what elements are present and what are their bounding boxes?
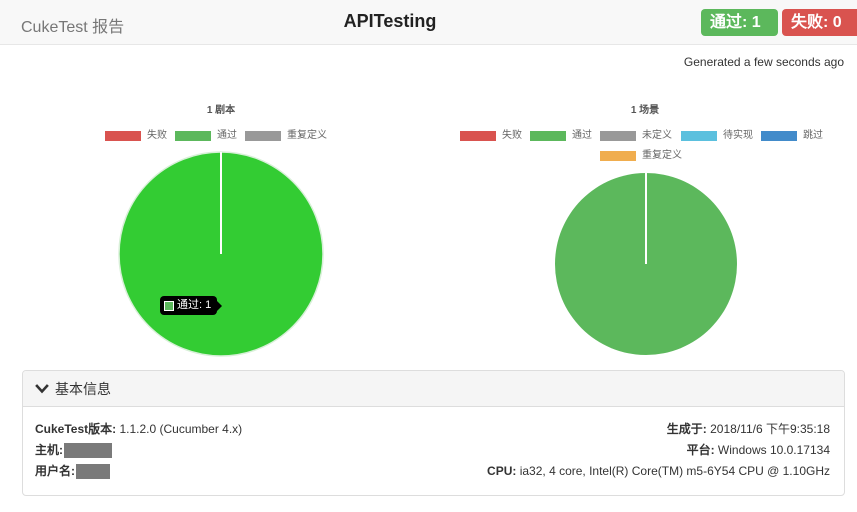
redacted-host [64, 443, 112, 459]
scenario-legend-ambiguous[interactable]: 重复定义 [600, 151, 682, 161]
tooltip-text: 通过: 1 [177, 299, 212, 311]
host-row: 主机: [35, 442, 112, 459]
tooltip-swatch [164, 300, 174, 311]
legend-swatch [761, 131, 797, 141]
scenario-legend-undefined[interactable]: 未定义 [600, 131, 672, 141]
legend-swatch [530, 131, 566, 141]
legend-swatch [245, 131, 281, 141]
legend-label: 通过 [572, 130, 592, 141]
cuketest-version-row: CukeTest版本: 1.1.2.0 (Cucumber 4.x) [35, 421, 242, 437]
platform-value: Windows 10.0.17134 [714, 443, 830, 457]
generated-at-row: 生成于: 2018/11/6 下午9:35:18 [667, 421, 830, 437]
platform-label: 平台: [686, 443, 715, 457]
legend-label: 通过 [217, 130, 237, 141]
legend-label: 未定义 [642, 130, 672, 141]
failed-count-badge: 失败: 0 [782, 9, 857, 36]
legend-label: 失败 [147, 130, 167, 141]
page-title: APITesting [343, 11, 437, 31]
generated-at-label: 生成于: [666, 422, 707, 436]
platform-row: 平台: Windows 10.0.17134 [687, 442, 830, 458]
scenario-legend-skipped[interactable]: 跳过 [761, 131, 823, 141]
legend-swatch [681, 131, 717, 141]
legend-swatch [105, 131, 141, 141]
feature-legend-failed[interactable]: 失败 [105, 131, 167, 141]
legend-label: 待实现 [723, 130, 753, 141]
cuketest-version-value: 1.1.2.0 (Cucumber 4.x) [116, 422, 243, 436]
redacted-user [76, 464, 110, 480]
host-label: 主机: [35, 443, 63, 457]
feature-pie-chart[interactable] [118, 151, 324, 357]
scenario-chart-title: 1 场景 [630, 105, 660, 116]
cpu-row: CPU: ia32, 4 core, Intel(R) Core(TM) m5-… [487, 463, 830, 479]
cpu-value: ia32, 4 core, Intel(R) Core(TM) m5-6Y54 … [516, 464, 830, 478]
feature-pie-tooltip: 通过: 1 [160, 296, 223, 315]
generated-time-text: Generated a few seconds ago [683, 55, 844, 69]
scenario-pie-chart[interactable] [554, 172, 738, 356]
chevron-down-icon [35, 383, 49, 393]
brand-link[interactable]: CukeTest 报告 [21, 19, 125, 36]
user-label: 用户名: [35, 464, 75, 478]
legend-swatch [600, 151, 636, 161]
feature-legend-passed[interactable]: 通过 [175, 131, 237, 141]
legend-label: 重复定义 [287, 130, 327, 141]
scenario-legend-passed[interactable]: 通过 [530, 131, 592, 141]
panel-title: 基本信息 [55, 380, 111, 397]
legend-label: 失败 [502, 130, 522, 141]
cpu-label: CPU: [487, 464, 517, 478]
legend-label: 重复定义 [642, 150, 682, 161]
legend-swatch [600, 131, 636, 141]
legend-swatch [175, 131, 211, 141]
feature-chart-title: 1 剧本 [206, 105, 236, 116]
navbar: CukeTest 报告 APITesting 通过: 1 失败: 0 [0, 0, 857, 45]
legend-label: 跳过 [803, 130, 823, 141]
cuketest-version-label: CukeTest版本: [35, 422, 117, 436]
feature-legend-ambiguous[interactable]: 重复定义 [245, 131, 327, 141]
user-row: 用户名: [35, 463, 110, 480]
basic-info-panel-heading[interactable]: 基本信息 [23, 371, 844, 407]
generated-at-value: 2018/11/6 下午9:35:18 [706, 422, 830, 436]
scenario-legend-failed[interactable]: 失败 [460, 131, 522, 141]
basic-info-panel: 基本信息 CukeTest版本: 1.1.2.0 (Cucumber 4.x) … [22, 370, 845, 496]
scenario-legend-pending[interactable]: 待实现 [681, 131, 753, 141]
legend-swatch [460, 131, 496, 141]
passed-count-badge: 通过: 1 [701, 9, 778, 36]
